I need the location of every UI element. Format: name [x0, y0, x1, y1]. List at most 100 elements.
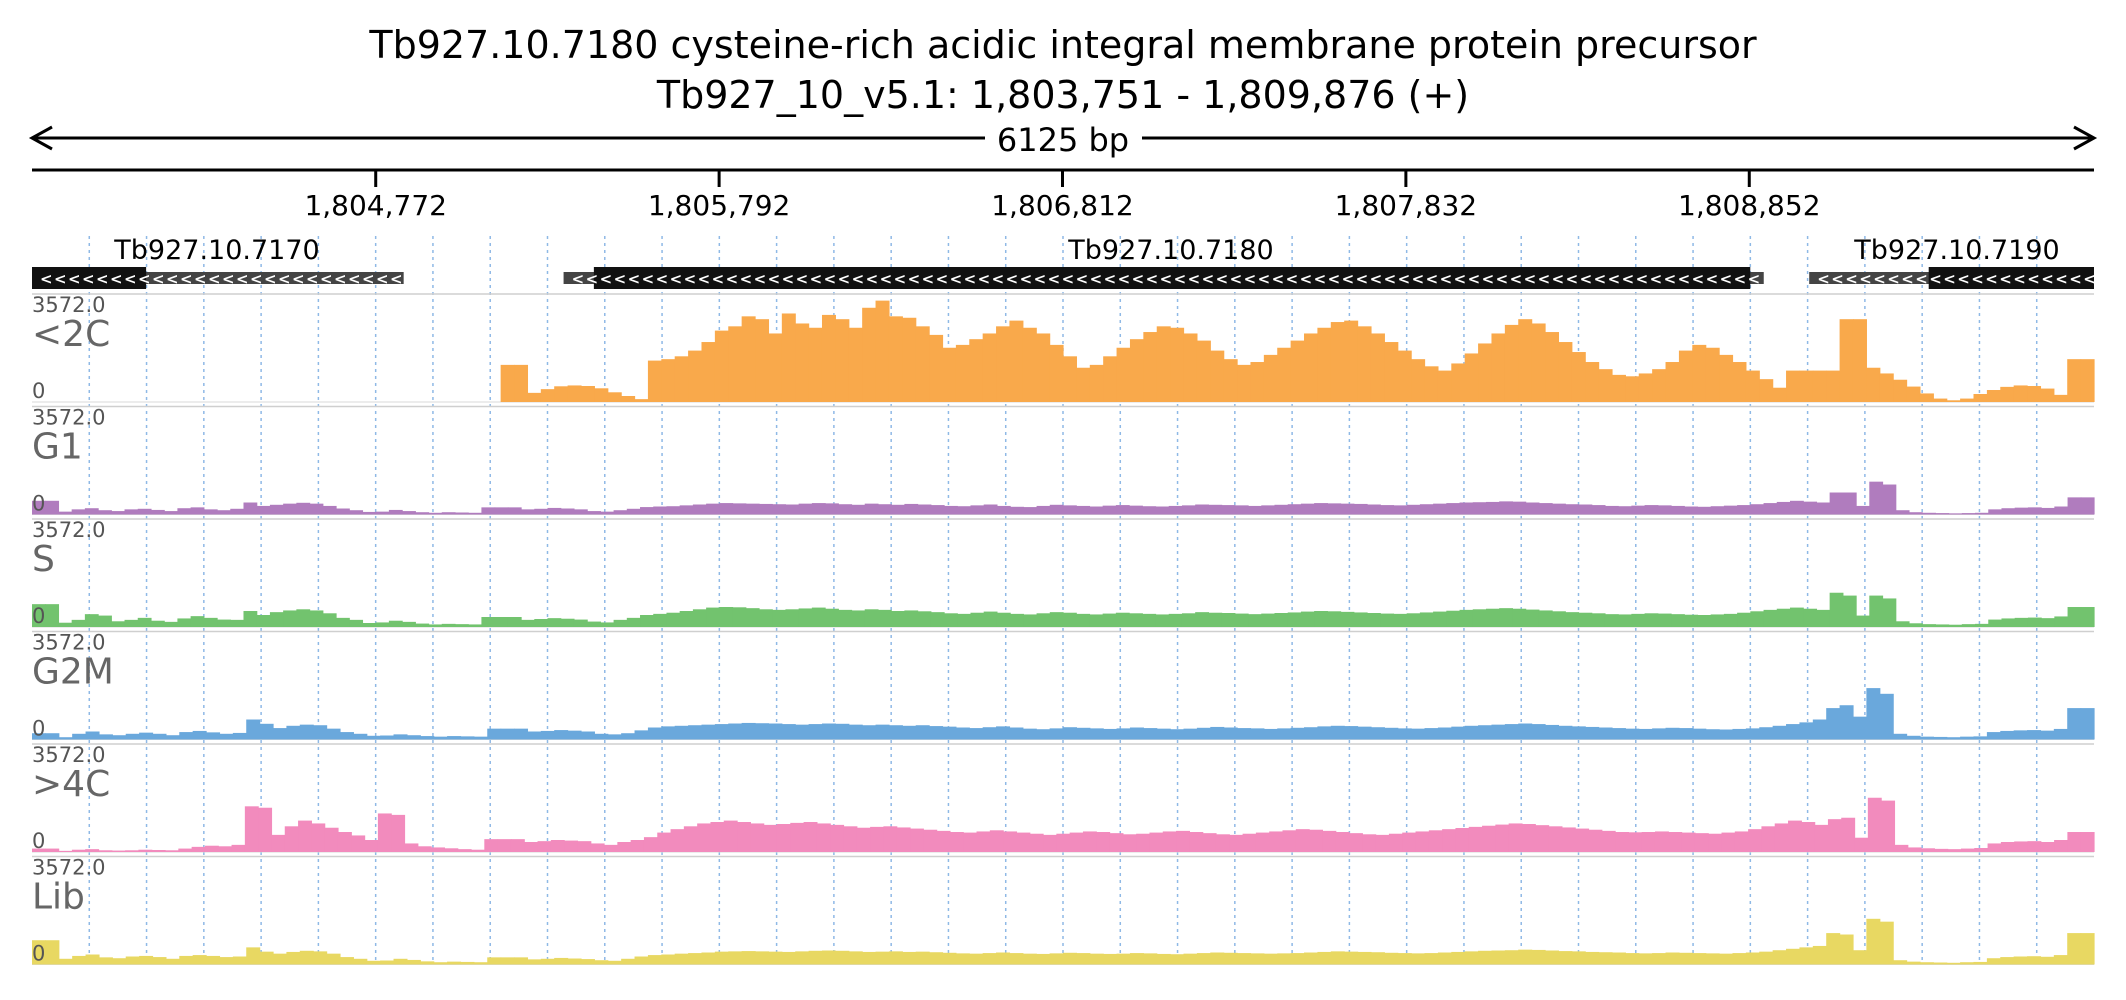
coverage-bar — [1879, 693, 1894, 740]
coverage-bar — [1697, 615, 1712, 627]
coverage-bar — [1657, 613, 1672, 627]
coverage-bar — [2040, 388, 2055, 402]
coverage-bar — [1841, 817, 1856, 852]
coverage-bar — [1565, 504, 1580, 515]
coverage-bar — [560, 618, 575, 627]
coverage-bar — [364, 840, 379, 852]
coverage-bar — [32, 604, 46, 627]
coverage-bar — [1043, 834, 1057, 852]
coverage-bar — [1986, 390, 2001, 402]
coverage-bar — [1615, 832, 1629, 852]
coverage-bar — [1491, 333, 1506, 402]
coverage-bar — [870, 826, 885, 852]
coverage-bar — [723, 820, 738, 852]
coverage-bar — [790, 822, 805, 852]
coverage-bar — [1076, 505, 1091, 515]
coverage-bar — [1772, 387, 1787, 402]
coverage-bar — [487, 728, 502, 740]
coverage-bar — [1974, 848, 1989, 852]
coverage-bar — [728, 723, 743, 740]
track-name-label: S — [32, 539, 55, 580]
coverage-bar — [1063, 952, 1077, 965]
coverage-bar — [283, 610, 297, 627]
coverage-bar — [1102, 613, 1117, 627]
coverage-bar — [232, 732, 247, 740]
coverage-bar — [1464, 951, 1479, 965]
coverage-bar — [808, 327, 823, 402]
coverage-bar — [1189, 832, 1204, 852]
coverage-bar — [324, 827, 339, 852]
track-ymax-label: 3572.0 — [32, 743, 105, 767]
coverage-bar — [1598, 369, 1613, 402]
strand-chevron: < — [1971, 270, 1984, 288]
strand-chevron: < — [1524, 270, 1537, 288]
coverage-bar — [447, 961, 462, 965]
coverage-bar — [1919, 962, 1934, 965]
coverage-bar — [339, 732, 354, 740]
coverage-bar — [1208, 612, 1223, 627]
coverage-bar — [1894, 844, 1909, 852]
coverage-bar — [1611, 374, 1626, 402]
coverage-bar — [955, 344, 970, 402]
coverage-bar — [471, 849, 485, 852]
coverage-bar — [500, 957, 515, 965]
coverage-bar — [2001, 508, 2016, 515]
coverage-bar — [1250, 953, 1265, 965]
coverage-bar — [719, 607, 734, 627]
coverage-bar — [1089, 953, 1104, 965]
coverage-bar — [286, 951, 301, 965]
coverage-bar — [1063, 505, 1077, 515]
coverage-bar — [1022, 728, 1037, 740]
coverage-bar — [821, 723, 836, 740]
coverage-bar — [1089, 728, 1104, 740]
coverage-bar — [1290, 340, 1305, 402]
coverage-bar — [640, 615, 654, 627]
coverage-bar — [339, 957, 354, 965]
coverage-bar — [98, 510, 112, 515]
coverage-bar — [1036, 333, 1051, 402]
coverage-bar — [540, 958, 555, 965]
coverage-bar — [1558, 725, 1573, 740]
coverage-bar — [1428, 830, 1443, 852]
coordinate-axis: 1,804,772 1,805,792 1,806,812 1,807,832 1,80… — [32, 168, 2094, 222]
coverage-bar — [1036, 729, 1051, 740]
coverage-bar — [1745, 952, 1760, 965]
coverage-bar — [527, 392, 542, 402]
coverage-bar — [45, 848, 60, 852]
coverage-bar — [1895, 510, 1910, 515]
coverage-bar — [1973, 394, 1988, 402]
coverage-bar — [1029, 833, 1044, 852]
coverage-bar — [835, 723, 850, 740]
coverage-bar — [915, 951, 930, 965]
coverage-bar — [1812, 945, 1827, 965]
coverage-bar — [577, 841, 592, 852]
coverage-bar — [1063, 356, 1077, 402]
coverage-bar — [942, 952, 957, 965]
strand-chevron: < — [1090, 270, 1103, 288]
coverage-bar — [835, 950, 850, 965]
coverage-bar — [1406, 613, 1421, 627]
coverage-bar — [283, 503, 297, 515]
strand-chevron: < — [978, 270, 991, 288]
coverage-bar — [758, 609, 773, 627]
coverage-bar — [1987, 843, 2002, 852]
coverage-bar — [1598, 952, 1613, 965]
coverage-bar — [1665, 362, 1680, 402]
coverage-bar — [219, 733, 234, 740]
coverage-bar — [351, 835, 366, 852]
coverage-bar — [1129, 613, 1143, 627]
coverage-bar — [1814, 824, 1829, 852]
coverage-bar — [607, 734, 622, 740]
strand-chevron: < — [264, 270, 277, 288]
coverage-bar — [1327, 611, 1342, 627]
coverage-bar — [728, 951, 743, 965]
coverage-bar — [258, 807, 273, 852]
coverage-bar — [688, 350, 703, 402]
coverage-bar — [1786, 948, 1801, 965]
coverage-bar — [1512, 501, 1527, 515]
coverage-bar — [112, 958, 127, 965]
coverage-bar — [1300, 503, 1315, 515]
coverage-bar — [1009, 320, 1024, 402]
coverage-bar — [1317, 726, 1332, 740]
coverage-bar — [1143, 953, 1158, 965]
